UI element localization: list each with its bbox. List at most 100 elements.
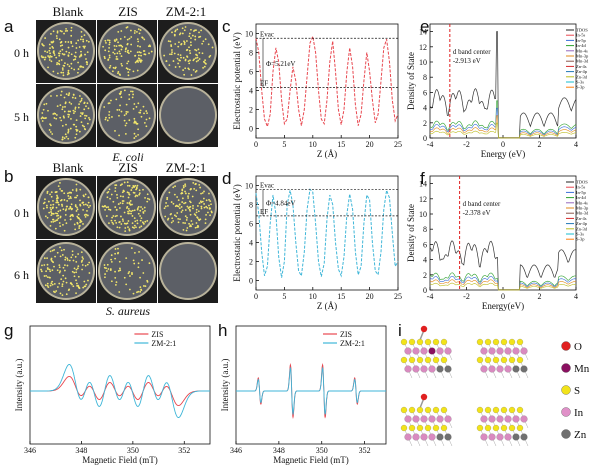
atom <box>436 347 444 355</box>
bacterial-colony <box>199 186 202 189</box>
bacterial-colony <box>74 205 77 208</box>
bacterial-colony <box>181 197 184 200</box>
bacterial-colony <box>195 208 198 211</box>
evac-label: Evac <box>260 30 274 38</box>
bacterial-colony <box>127 212 129 215</box>
bacterial-colony <box>133 32 136 34</box>
bacterial-colony <box>59 270 62 273</box>
bacterial-colony <box>74 51 77 54</box>
bacterial-colony <box>70 214 73 217</box>
bacterial-colony <box>131 273 133 275</box>
bacterial-colony <box>113 52 116 55</box>
bacterial-colony <box>48 211 51 214</box>
legend-label: ZM-2:1 <box>340 339 365 348</box>
bacterial-colony <box>75 271 78 274</box>
bacterial-colony <box>202 66 204 69</box>
bacterial-colony <box>179 54 182 57</box>
bacterial-colony <box>131 209 134 212</box>
bacterial-colony <box>59 29 62 32</box>
bacterial-colony <box>50 33 52 35</box>
bacterial-colony <box>136 194 139 197</box>
bacterial-colony <box>143 38 146 41</box>
pdos-line <box>429 122 577 139</box>
bacterial-colony <box>74 228 77 231</box>
work-function-label: Φ=4.84eV <box>266 200 295 208</box>
bacterial-colony <box>193 188 196 190</box>
legend-atom <box>561 407 571 417</box>
bacterial-colony <box>46 282 49 285</box>
bacterial-colony <box>147 45 150 48</box>
bacterial-colony <box>107 59 110 61</box>
dish-agar <box>100 24 154 78</box>
atom <box>476 356 484 364</box>
bacterial-colony <box>87 40 90 43</box>
bacterial-colony <box>145 125 148 128</box>
bacterial-colony <box>203 65 206 68</box>
bacterial-colony <box>62 208 65 211</box>
bacterial-colony <box>85 39 88 42</box>
bacterial-colony <box>187 60 190 63</box>
bacterial-colony <box>77 217 80 219</box>
bacterial-colony <box>52 203 55 206</box>
atom <box>436 433 444 441</box>
bacterial-colony <box>110 254 113 257</box>
bacterial-colony <box>190 28 192 31</box>
bacterial-colony <box>173 193 176 196</box>
bacterial-colony <box>73 267 76 270</box>
bacterial-colony <box>49 55 52 57</box>
bacterial-colony <box>84 45 86 48</box>
bacterial-colony <box>41 116 44 119</box>
atom <box>504 365 512 373</box>
bacterial-colony <box>189 224 192 227</box>
legend-label: O <box>574 341 582 353</box>
bacterial-colony <box>119 184 122 187</box>
bacterial-colony <box>85 61 88 63</box>
bacterial-colony <box>86 122 89 125</box>
bacterial-colony <box>66 192 69 195</box>
panel-a-row-0h: 0 h <box>14 46 29 60</box>
bacterial-colony <box>107 208 110 211</box>
bacterial-colony <box>84 128 87 131</box>
bacterial-colony <box>65 27 67 30</box>
atom <box>508 406 516 414</box>
bacterial-colony <box>60 40 63 43</box>
bacterial-colony <box>52 200 54 202</box>
bacterial-colony <box>63 110 66 113</box>
bacterial-colony <box>123 211 126 214</box>
bacterial-colony <box>196 205 199 207</box>
bacterial-colony <box>198 58 201 60</box>
x-tick-label: -4 <box>427 292 434 301</box>
bacterial-colony <box>62 64 65 67</box>
bacterial-colony <box>144 53 147 56</box>
bacterial-colony <box>81 264 84 266</box>
bacterial-colony <box>58 264 61 267</box>
bacterial-colony <box>50 60 53 63</box>
bacterial-colony <box>48 268 51 271</box>
bacterial-colony <box>202 40 205 43</box>
bacterial-colony <box>205 205 208 208</box>
bacterial-colony <box>124 230 127 233</box>
bacterial-colony <box>60 94 62 97</box>
y-tick-label: 0 <box>249 277 253 286</box>
panel-b-row-6h: 6 h <box>14 268 29 282</box>
bacterial-colony <box>183 73 186 76</box>
bacterial-colony <box>78 130 81 133</box>
bacterial-colony <box>108 66 111 69</box>
bacterial-colony <box>75 125 78 128</box>
bacterial-colony <box>190 220 193 222</box>
bacterial-colony <box>184 215 187 218</box>
bacterial-colony <box>198 31 200 34</box>
bacterial-colony <box>123 114 126 117</box>
bacterial-colony <box>64 258 67 261</box>
bacterial-colony <box>110 99 112 102</box>
bacterial-colony <box>85 213 88 216</box>
atom <box>492 338 500 346</box>
bacterial-colony <box>79 54 82 57</box>
bacterial-colony <box>102 45 104 48</box>
bacterial-colony <box>181 188 184 191</box>
legend-label: In-4d <box>576 43 586 48</box>
bacterial-colony <box>82 66 85 69</box>
bacterial-colony <box>201 42 204 45</box>
bacterial-colony <box>75 130 78 132</box>
